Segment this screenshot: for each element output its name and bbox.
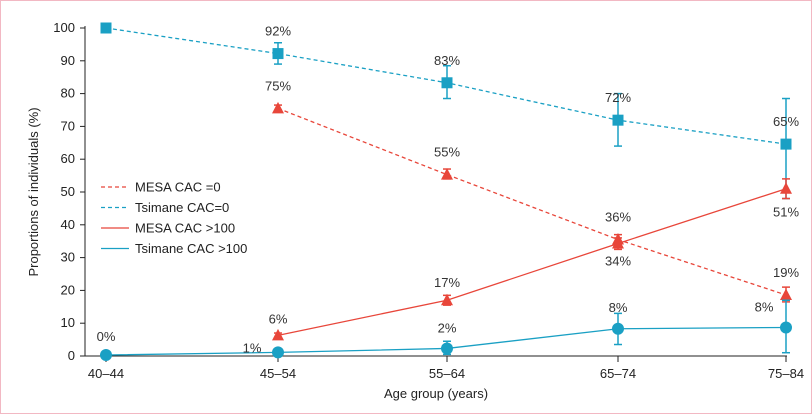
data-point-circle bbox=[612, 322, 624, 335]
data-point-square bbox=[780, 138, 792, 150]
data-point-square bbox=[612, 114, 624, 126]
data-point-triangle bbox=[441, 293, 453, 306]
data-label: 6% bbox=[269, 311, 288, 326]
y-axis-title: Proportions of individuals (%) bbox=[26, 107, 41, 276]
legend-label: MESA CAC >100 bbox=[135, 221, 235, 236]
data-label: 17% bbox=[434, 275, 460, 290]
series-line bbox=[277, 107, 787, 296]
data-label: 1% bbox=[243, 340, 262, 355]
y-tick-label: 80 bbox=[61, 86, 75, 101]
data-point-square bbox=[272, 48, 284, 60]
x-tick-label: 55–64 bbox=[429, 366, 465, 381]
data-label: 8% bbox=[755, 299, 774, 314]
data-label: 36% bbox=[605, 210, 631, 225]
data-point-triangle bbox=[272, 328, 284, 341]
y-tick-label: 10 bbox=[61, 315, 75, 330]
legend-label: Tsimane CAC=0 bbox=[135, 200, 229, 215]
data-point-triangle bbox=[780, 288, 792, 300]
x-axis-title: Age group (years) bbox=[384, 386, 488, 401]
data-point-triangle bbox=[441, 168, 453, 180]
data-label: 51% bbox=[773, 205, 799, 220]
legend-label: Tsimane CAC >100 bbox=[135, 241, 247, 256]
data-label: 75% bbox=[265, 78, 291, 93]
data-label: 83% bbox=[434, 53, 460, 68]
data-point-circle bbox=[100, 349, 112, 362]
data-point-circle bbox=[272, 346, 284, 359]
y-tick-label: 0 bbox=[68, 348, 75, 363]
y-tick-label: 70 bbox=[61, 118, 75, 133]
data-label: 65% bbox=[773, 114, 799, 129]
y-tick-label: 60 bbox=[61, 151, 75, 166]
x-tick-label: 75–84 bbox=[768, 366, 804, 381]
data-point-triangle bbox=[612, 236, 624, 249]
y-tick-label: 50 bbox=[61, 184, 75, 199]
data-point-triangle bbox=[780, 182, 792, 194]
data-label: 72% bbox=[605, 90, 631, 105]
y-tick-label: 40 bbox=[61, 217, 75, 232]
data-label: 0% bbox=[97, 329, 116, 344]
y-tick-label: 100 bbox=[53, 20, 75, 35]
data-point-circle bbox=[780, 321, 792, 334]
y-tick-label: 30 bbox=[61, 250, 75, 265]
data-label: 2% bbox=[438, 320, 457, 335]
series-line bbox=[277, 188, 787, 336]
data-point-triangle bbox=[272, 101, 284, 114]
legend-label: MESA CAC =0 bbox=[135, 180, 221, 195]
data-point-square bbox=[100, 22, 112, 34]
x-tick-label: 65–74 bbox=[600, 366, 636, 381]
x-tick-label: 45–54 bbox=[260, 366, 296, 381]
y-tick-label: 90 bbox=[61, 53, 75, 68]
y-tick-label: 20 bbox=[61, 282, 75, 297]
data-label: 19% bbox=[773, 265, 799, 280]
data-label: 92% bbox=[265, 24, 291, 39]
x-tick-label: 40–44 bbox=[88, 366, 124, 381]
data-point-circle bbox=[441, 342, 453, 355]
data-label: 34% bbox=[605, 253, 631, 268]
data-label: 55% bbox=[434, 145, 460, 160]
data-point-square bbox=[441, 77, 453, 89]
data-label: 8% bbox=[609, 300, 628, 315]
